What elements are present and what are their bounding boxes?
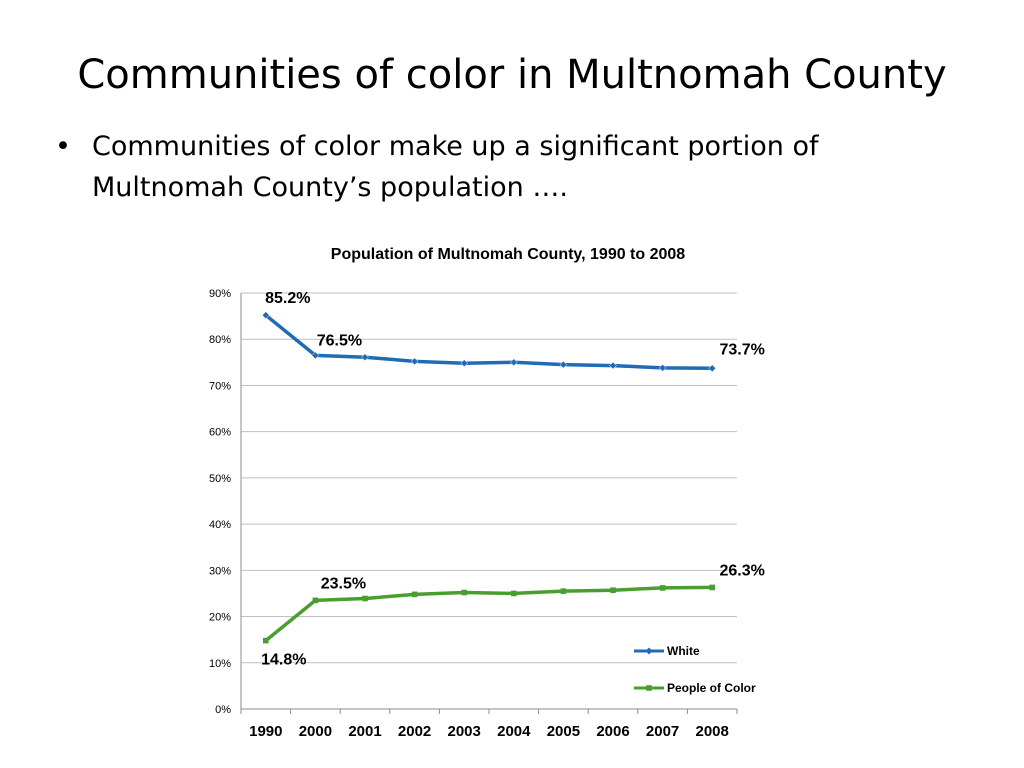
data-point xyxy=(361,353,369,362)
x-tick-label: 2000 xyxy=(299,723,332,740)
y-tick-label: 80% xyxy=(209,334,231,346)
data-point xyxy=(610,587,616,594)
data-point xyxy=(460,359,469,368)
data-point xyxy=(559,360,568,369)
x-tick-label: 2005 xyxy=(547,723,580,740)
x-tick-label: 2008 xyxy=(696,723,729,740)
data-point xyxy=(261,311,270,320)
data-label: 85.2% xyxy=(265,290,310,307)
y-tick-label: 0% xyxy=(215,704,231,716)
data-point xyxy=(410,357,419,366)
data-point xyxy=(461,589,467,596)
y-tick-label: 90% xyxy=(209,288,231,300)
data-point xyxy=(263,637,269,644)
x-tick-label: 2003 xyxy=(448,723,481,740)
data-label: 73.7% xyxy=(720,341,765,358)
y-tick-label: 60% xyxy=(209,427,231,439)
bullet-text: Communities of color make up a significa… xyxy=(92,131,819,203)
data-point xyxy=(362,595,368,602)
data-point xyxy=(511,590,517,597)
series-line-white xyxy=(264,313,713,371)
chart-title: Population of Multnomah County, 1990 to … xyxy=(331,246,686,263)
legend-marker xyxy=(646,685,652,691)
data-label: 23.5% xyxy=(321,575,366,592)
y-tick-label: 30% xyxy=(209,565,231,577)
y-tick-label: 10% xyxy=(209,658,231,670)
data-point xyxy=(709,584,715,591)
x-tick-label: 1990 xyxy=(249,723,282,740)
x-tick-label: 2002 xyxy=(398,723,431,740)
legend-label: White xyxy=(667,644,700,658)
y-tick-label: 50% xyxy=(209,473,231,485)
data-point xyxy=(560,588,567,594)
y-tick-label: 70% xyxy=(209,380,231,392)
x-tick-label: 2007 xyxy=(646,723,679,740)
data-point xyxy=(609,361,617,370)
y-tick-label: 20% xyxy=(209,612,231,624)
y-tick-label: 40% xyxy=(209,519,231,531)
bullet-marker: • xyxy=(55,131,71,162)
data-point xyxy=(509,358,518,367)
data-point xyxy=(708,364,717,373)
legend-label: People of Color xyxy=(667,681,756,695)
bullet-item: • Communities of color make up a signifi… xyxy=(55,126,955,208)
data-point xyxy=(659,585,666,591)
slide-title: Communities of color in Multnomah County xyxy=(77,52,947,98)
legend-marker xyxy=(645,647,653,655)
x-tick-label: 2006 xyxy=(596,723,629,740)
x-tick-label: 2001 xyxy=(348,723,381,740)
data-point xyxy=(658,364,667,372)
data-point xyxy=(411,591,418,598)
x-tick-label: 2004 xyxy=(497,723,531,740)
series-line-people-of-color xyxy=(264,585,713,642)
data-label: 76.5% xyxy=(317,332,362,349)
data-point xyxy=(311,351,320,360)
data-point xyxy=(312,597,319,604)
data-label: 14.8% xyxy=(261,652,306,669)
data-label: 26.3% xyxy=(720,562,765,579)
